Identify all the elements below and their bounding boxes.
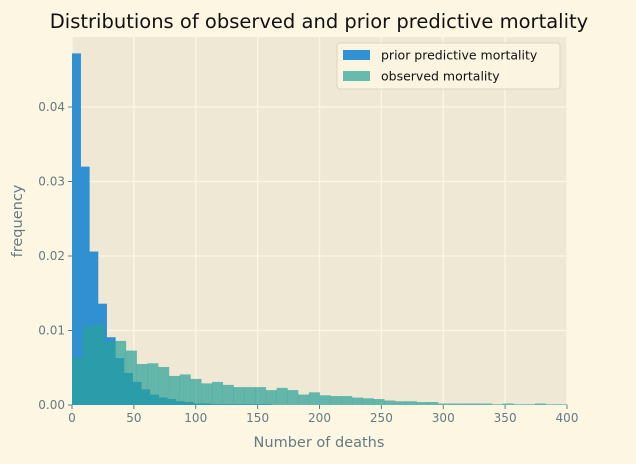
observed-bar [276,387,288,405]
chart-title: Distributions of observed and prior pred… [50,10,588,33]
observed-bar [427,402,439,405]
observed-bar [136,364,148,405]
x-tick-label: 0 [68,411,76,425]
observed-bar [534,403,547,405]
x-tick-label: 300 [432,411,455,425]
y-tick-label: 0.02 [38,249,65,263]
observed-bar [93,324,105,405]
x-tick-label: 100 [184,411,207,425]
x-axis-ticks: 0 50 100 150 200 250 300 350 400 [68,405,578,425]
observed-bar [168,375,180,405]
observed-bar [502,403,514,405]
observed-bar [211,381,224,405]
x-tick-label: 400 [556,411,579,425]
legend: prior predictive mortality observed mort… [336,42,561,90]
observed-bar [265,390,277,405]
x-axis-label: Number of deaths [254,435,385,451]
observed-bar [470,403,482,405]
observed-bar [201,383,213,405]
observed-bar [351,397,363,405]
observed-bar [438,403,450,405]
observed-bar [491,404,503,405]
y-axis-label: frequency [10,184,26,257]
observed-bar [72,358,84,405]
observed-bar [416,402,428,405]
x-tick-label: 350 [494,411,517,425]
y-tick-label: 0.01 [38,324,65,338]
observed-bar [319,395,331,405]
y-tick-label: 0.04 [38,100,65,114]
legend-label-observed: observed mortality [381,69,500,84]
observed-bar [448,403,460,405]
observed-bar [330,396,342,405]
observed-bar [405,401,417,405]
observed-bar [341,396,353,405]
observed-bar [545,404,557,405]
y-axis-ticks: 0.00 0.01 0.02 0.03 0.04 [38,100,72,412]
legend-swatch-observed [343,71,370,81]
observed-bar [362,398,374,405]
observed-bar [308,392,320,405]
observed-bar [255,387,267,405]
observed-bar [104,341,116,405]
observed-bar [481,403,493,405]
bars [72,53,568,405]
observed-bar [513,404,525,405]
observed-bar [147,363,159,405]
observed-bar [158,367,170,405]
legend-label-prior: prior predictive mortality [381,48,538,63]
y-tick-label: 0.00 [38,398,65,412]
observed-bar [115,340,127,405]
observed-bar [287,390,299,405]
legend-box [336,42,561,90]
y-tick-label: 0.03 [38,175,65,189]
observed-bar [394,401,407,405]
prior-bar [80,166,90,405]
x-tick-label: 150 [246,411,269,425]
observed-bar [190,378,202,405]
observed-bar [524,404,536,405]
observed-bar [82,326,94,405]
observed-bar [373,399,385,405]
x-tick-label: 250 [370,411,393,425]
legend-swatch-prior [343,50,370,60]
x-tick-label: 50 [126,411,141,425]
x-tick-label: 200 [308,411,331,425]
observed-bar [233,387,245,405]
observed-bar [556,404,568,405]
observed-bar [384,400,396,405]
observed-bar [179,374,191,405]
observed-bar [298,394,310,405]
observed-bar [125,350,137,405]
prior-bar [72,53,81,405]
observed-bar [244,387,256,405]
observed-bar [222,384,234,405]
observed-bar [459,403,471,405]
